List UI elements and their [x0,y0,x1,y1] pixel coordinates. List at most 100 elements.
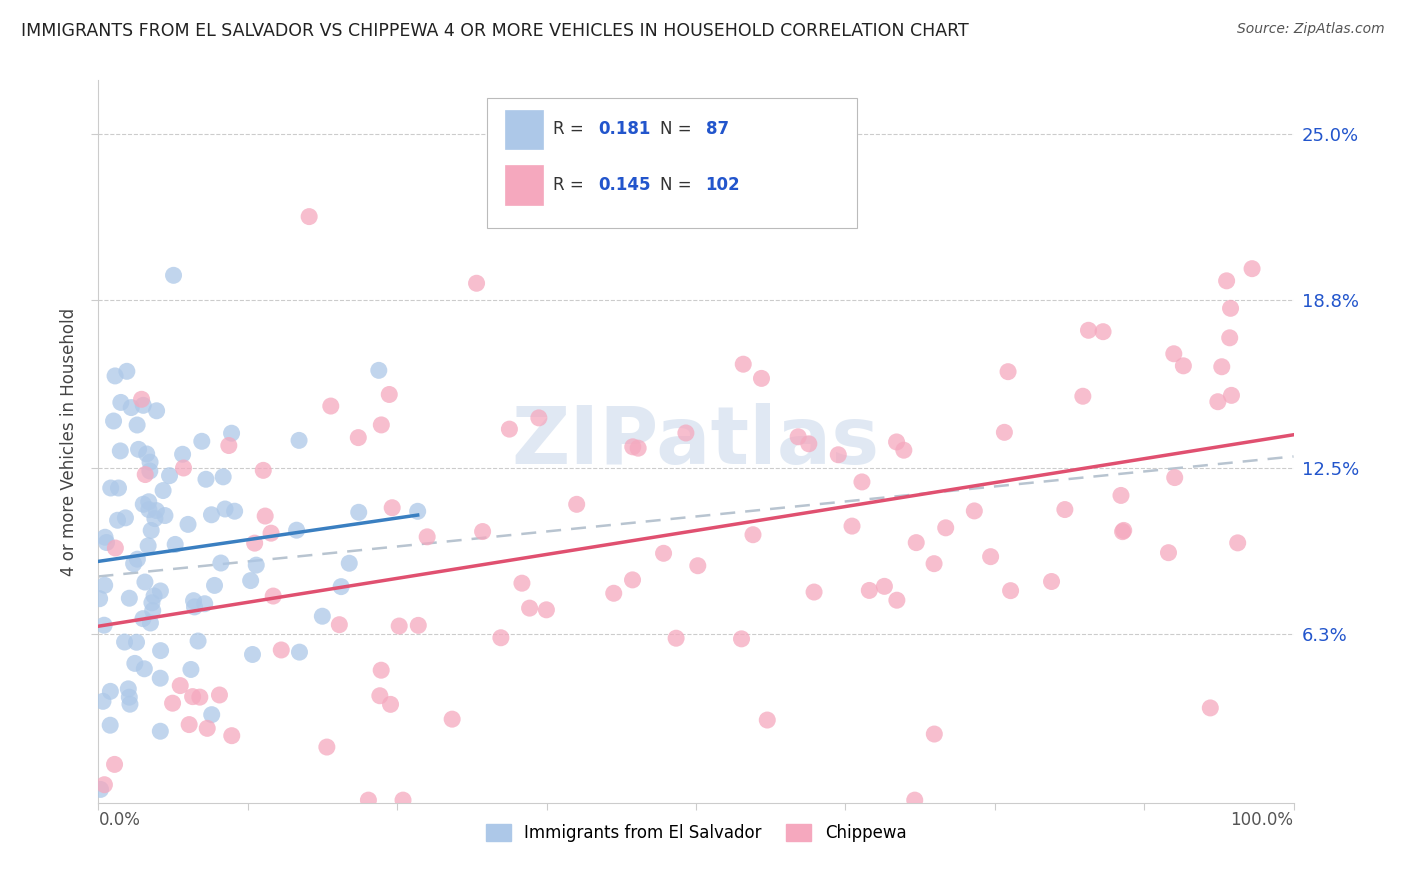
Point [905,535,928,549]
Point [1053,502,1076,516]
Text: ZIPatlas: ZIPatlas [512,402,880,481]
Point [191,434,214,449]
Point [127,552,149,566]
Point [221,729,243,743]
Point [392,793,415,807]
Point [1173,359,1195,373]
Point [179,717,201,731]
Point [893,443,915,458]
Point [652,546,675,560]
Point [270,643,292,657]
Point [209,556,232,570]
Point [149,671,172,685]
Point [675,425,697,440]
Point [621,573,644,587]
Point [143,511,166,525]
Text: 0.145: 0.145 [598,176,651,194]
Point [114,635,136,649]
Point [370,663,392,677]
Point [162,268,184,283]
Point [730,632,752,646]
Text: N =: N = [661,176,697,194]
Point [183,599,205,614]
Point [841,519,863,533]
Point [165,537,187,551]
Point [298,210,321,224]
Point [204,578,226,592]
Point [347,431,370,445]
Point [93,578,115,592]
Point [94,530,117,544]
Point [90,782,112,797]
Point [180,663,202,677]
Point [135,447,157,461]
Point [1077,323,1099,337]
Point [621,440,644,454]
Point [319,399,342,413]
Point [188,690,211,705]
Point [886,434,908,449]
Point [115,364,138,378]
Point [103,757,125,772]
Point [935,521,957,535]
Point [212,470,235,484]
Point [1211,359,1233,374]
Point [288,434,311,448]
Point [347,505,370,519]
Point [1040,574,1063,589]
Point [980,549,1002,564]
Text: IMMIGRANTS FROM EL SALVADOR VS CHIPPEWA 4 OR MORE VEHICLES IN HOUSEHOLD CORRELAT: IMMIGRANTS FROM EL SALVADOR VS CHIPPEWA … [21,22,969,40]
Point [787,430,810,444]
Point [260,526,283,541]
Point [159,468,181,483]
Point [132,612,155,626]
Point [200,508,222,522]
Point [311,609,333,624]
Point [117,681,139,696]
Point [132,398,155,412]
Point [1241,261,1264,276]
Point [519,601,541,615]
Point [208,688,231,702]
Point [337,556,360,570]
Point [367,363,389,377]
Point [100,684,122,698]
Point [100,481,122,495]
Point [138,495,160,509]
Point [118,690,141,705]
Point [1206,394,1229,409]
Point [262,589,284,603]
Point [177,517,200,532]
Point [330,580,353,594]
Point [1219,331,1241,345]
Point [224,504,246,518]
Point [471,524,494,539]
Point [997,365,1019,379]
Point [733,357,755,371]
Point [1111,524,1133,539]
Point [98,718,121,732]
Point [851,475,873,489]
Point [214,502,236,516]
Point [93,778,115,792]
Point [145,404,167,418]
Point [797,437,820,451]
Point [103,414,125,428]
Text: R =: R = [553,120,589,138]
Point [194,472,217,486]
Point [527,410,550,425]
Point [139,615,162,630]
Text: 0.181: 0.181 [598,120,651,138]
Point [408,618,430,632]
Point [536,603,558,617]
Point [1199,701,1222,715]
Point [756,713,779,727]
Point [120,401,142,415]
Point [114,511,136,525]
Point [201,707,224,722]
Text: R =: R = [553,176,589,194]
Point [1157,546,1180,560]
Point [510,576,533,591]
Point [141,524,163,538]
Point [134,467,156,482]
